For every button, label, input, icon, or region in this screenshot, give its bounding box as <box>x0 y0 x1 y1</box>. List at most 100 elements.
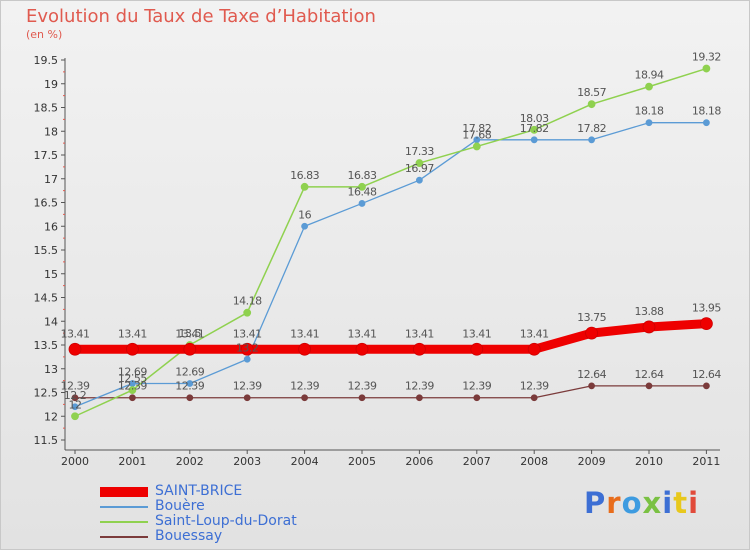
data-point <box>530 394 538 402</box>
data-point <box>186 394 194 402</box>
data-point <box>243 355 251 363</box>
data-point <box>186 380 194 387</box>
data-point <box>702 64 711 73</box>
legend-swatch <box>100 486 148 497</box>
data-point <box>298 342 312 356</box>
x-tick-label: 2010 <box>635 455 663 468</box>
data-label: 12.39 <box>118 380 147 393</box>
data-label: 12.64 <box>577 368 606 381</box>
y-tick-label: 19.5 <box>34 54 59 67</box>
data-point <box>71 394 79 402</box>
x-tick-label: 2002 <box>176 455 204 468</box>
y-tick-label: 18.5 <box>34 102 59 115</box>
data-label: 12.39 <box>233 380 262 393</box>
data-label: 12.69 <box>175 365 204 378</box>
y-tick-label: 12 <box>44 410 58 423</box>
data-point <box>415 394 423 402</box>
data-label: 12.55 <box>118 372 147 385</box>
data-label: 17.82 <box>577 122 606 135</box>
y-tick-label: 11.5 <box>34 434 59 447</box>
data-point <box>588 136 595 144</box>
legend-label: Bouère <box>155 498 205 514</box>
y-tick-label: 14.5 <box>34 292 59 305</box>
data-label: 17.33 <box>405 145 434 158</box>
data-label: 16.83 <box>348 169 377 182</box>
data-point <box>71 412 79 421</box>
y-tick-label: 19 <box>44 78 58 91</box>
data-point <box>240 342 254 356</box>
data-point <box>703 119 710 127</box>
data-label: 18.03 <box>520 112 549 125</box>
data-label: 12.39 <box>290 380 319 393</box>
y-tick-label: 17.5 <box>34 149 59 162</box>
y-tick-label: 13.5 <box>34 339 59 352</box>
data-point <box>642 320 656 334</box>
data-point <box>700 317 713 331</box>
data-point <box>587 100 596 109</box>
data-label: 12.39 <box>175 380 204 393</box>
data-label: 12.39 <box>61 380 90 393</box>
x-tick-label: 2000 <box>61 455 89 468</box>
y-tick-label: 15 <box>44 268 58 281</box>
data-label: 18.57 <box>577 86 606 99</box>
x-tick-label: 2005 <box>348 455 376 468</box>
data-label: 18.94 <box>635 69 664 82</box>
legend-item: Bouessay <box>100 529 297 544</box>
data-point <box>355 342 369 356</box>
data-point <box>358 394 366 402</box>
data-label: 12.39 <box>405 380 434 393</box>
data-point <box>473 394 481 402</box>
proxiti-logo: Proxiti <box>584 486 699 520</box>
y-tick-label: 16.5 <box>34 197 59 210</box>
legend-label: Saint-Loup-du-Dorat <box>155 513 297 529</box>
data-label: 17.82 <box>462 122 491 135</box>
data-label: 13.41 <box>290 327 319 340</box>
data-label: 16.48 <box>348 185 377 198</box>
data-point <box>183 342 197 356</box>
data-label: 14.18 <box>233 295 262 308</box>
data-point <box>645 82 653 91</box>
data-point <box>128 394 136 402</box>
data-label: 12.39 <box>348 380 377 393</box>
data-label: 12.64 <box>635 368 664 381</box>
series-line-3 <box>74 385 708 399</box>
data-point <box>301 222 309 230</box>
data-point <box>645 382 653 390</box>
legend-swatch <box>100 520 148 523</box>
data-label: 13.88 <box>635 305 664 318</box>
logo-letter: t <box>673 486 689 520</box>
series-line-0 <box>70 319 711 354</box>
logo-letter: i <box>688 486 700 520</box>
data-label: 13.41 <box>233 327 262 340</box>
data-label: 13.75 <box>577 311 606 324</box>
legend-item: Saint-Loup-du-Dorat <box>100 514 297 529</box>
data-label: 13.41 <box>118 327 147 340</box>
data-label: 13.41 <box>61 327 90 340</box>
data-point <box>243 394 251 402</box>
data-point <box>530 125 539 134</box>
x-tick-label: 2004 <box>291 455 319 468</box>
x-tick-label: 2006 <box>405 455 433 468</box>
data-label: 13.41 <box>405 327 434 340</box>
data-point <box>703 382 710 390</box>
data-label: 12.2 <box>64 389 87 402</box>
legend-item: Bouère <box>100 499 297 514</box>
data-label: 16.97 <box>405 162 434 175</box>
legend: SAINT-BRICE Bouère Saint-Loup-du-Dorat Boue… <box>100 484 297 544</box>
data-point <box>128 386 137 395</box>
data-point <box>585 326 598 340</box>
data-point <box>71 403 79 411</box>
x-tick-label: 2011 <box>692 455 720 468</box>
logo-letter: P <box>584 486 607 520</box>
y-tick-label: 14 <box>44 315 58 328</box>
y-tick-label: 17 <box>44 173 58 186</box>
data-point <box>527 342 541 356</box>
data-label: 13.5 <box>179 327 202 340</box>
legend-label: Bouessay <box>155 528 223 544</box>
data-label: 13.41 <box>462 327 491 340</box>
data-label: 18.18 <box>692 105 721 118</box>
legend-swatch <box>100 505 148 508</box>
data-point <box>300 182 309 191</box>
data-label: 13.95 <box>692 302 721 315</box>
